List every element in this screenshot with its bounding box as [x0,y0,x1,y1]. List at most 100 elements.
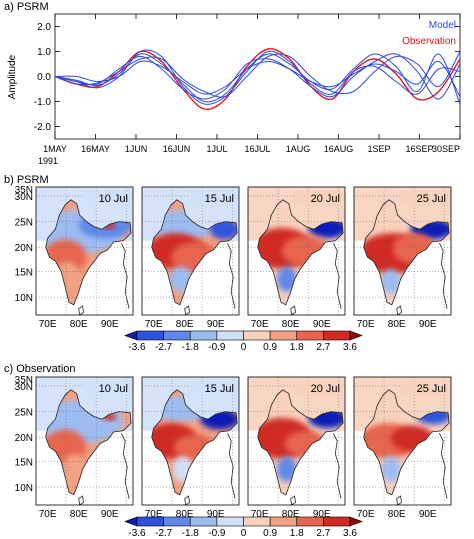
colorbar-swatch [269,330,298,341]
colorbar-tick-label: -3.6 [128,342,146,353]
lon-label: 90E [101,509,119,520]
obs-map-2: 15 Jul [141,376,240,506]
x-tick-label: 1AUG [286,144,311,154]
date-label-bg [82,381,130,395]
sri-lanka-coastline [290,495,296,505]
lon-label: 70E [251,319,269,330]
x-tick-label: 16SEP [405,144,433,154]
date-label-bg [400,381,448,395]
lon-label: 90E [313,509,331,520]
lon-label: 70E [357,509,375,520]
map-date-label: 25 Jul [417,193,446,205]
lon-label: 80E [282,509,300,520]
lon-labels-b: 70E 80E 90E 70E 80E 90E 70E 80E 90E 70E 80E 90E [39,319,437,330]
x-tick-label: 1MAY [43,144,67,154]
lon-label: 70E [251,509,269,520]
map-frame [141,186,240,316]
colorbar-max-arrow [349,516,363,527]
map-frame [35,376,134,506]
model-series-line-5 [55,49,460,105]
colorbar-tick-label: 1.8 [290,342,304,353]
sri-lanka-coastline [78,495,84,505]
panel-a: a) PSRM Amplitude Model Observation -2.0… [4,1,461,166]
colorbar-b: -3.6 -2.7 -1.8 -0.9 0 0.9 1.8 2.7 3.6 [124,330,363,353]
map-frame [247,186,346,316]
colorbar-tick-label: 2.7 [316,342,330,353]
map-frame [247,376,346,506]
india-coastline [257,389,344,496]
myanmar-coastline [121,243,130,309]
lat-label: 25N [15,408,33,419]
obs-map-4: 25 Jul [353,376,452,506]
map-date-label: 20 Jul [311,383,340,395]
legend-observation: Observation [402,36,456,47]
map-frame [353,376,452,506]
colorbar-swatch [163,516,191,527]
colorbar-tick-label: 3.6 [343,342,357,353]
sri-lanka-coastline [184,305,190,315]
colorbar-tick-label: 0 [241,342,247,353]
y-tick-group: -2.0 -1.0 0.0 1.0 2.0 [34,22,460,133]
lat-label: 20N [15,433,33,444]
lon-label: 70E [357,319,375,330]
india-coastline [45,199,132,306]
colorbar-swatch [216,330,244,341]
date-label-bg [188,191,236,205]
lon-label: 80E [70,319,88,330]
y-tick-label: 0.0 [37,72,51,83]
panel-b-label: b) PSRM [4,174,49,186]
map-frame [35,186,134,316]
lon-label: 80E [176,319,194,330]
sri-lanka-coastline [396,305,402,315]
anomaly-region-4 [381,268,401,295]
lat-label: 25N [15,218,33,229]
date-label-bg [82,191,130,205]
map-frame [353,186,452,316]
x-tick-label: 16AUG [324,144,354,154]
colorbar-tick-label: -2.7 [155,342,173,353]
sri-lanka-coastline [184,495,190,505]
lon-label: 80E [388,509,406,520]
colorbar-swatch [296,330,324,341]
obs-map-3: 20 Jul [247,376,346,506]
lat-label: 35N [15,375,33,386]
x-tick-label: 30SEP [432,144,460,154]
x-tick-label: 16MAY [81,144,110,154]
lon-label: 80E [388,319,406,330]
lat-label: 10N [15,483,33,494]
lon-label: 90E [207,509,225,520]
x-tick-label: 1JUN [125,144,148,154]
lon-label: 70E [145,319,163,330]
colorbar-tick-label: 0 [241,528,247,539]
sri-lanka-coastline [396,495,402,505]
y-tick-label: -2.0 [34,122,52,133]
colorbar-swatch [243,516,271,527]
colorbar-swatch [163,330,191,341]
psrm-map-4: 25 Jul [353,186,452,316]
lon-label: 80E [282,319,300,330]
model-series-line-4 [55,60,460,97]
colorbar-tick-label: 0.9 [263,528,277,539]
date-label-bg [188,381,236,395]
map-frame [141,376,240,506]
legend-model: Model [429,20,456,31]
lon-label: 90E [313,319,331,330]
colorbar-swatch [189,330,218,341]
lat-label: 10N [15,293,33,304]
panel-a-label: a) PSRM [4,1,49,13]
y-tick-label: 2.0 [37,22,51,33]
lat-label: 15N [15,457,33,468]
map-date-label: 20 Jul [311,193,340,205]
colorbar-swatch [243,330,271,341]
india-coastline [363,199,450,306]
colorbar-tick-label: -3.6 [128,528,146,539]
colorbar-tick-label: -2.7 [155,528,173,539]
india-coastline [257,199,344,306]
lon-label: 90E [419,509,437,520]
map-date-label: 10 Jul [99,193,128,205]
colorbar-max-arrow [349,330,363,341]
myanmar-coastline [439,243,448,309]
